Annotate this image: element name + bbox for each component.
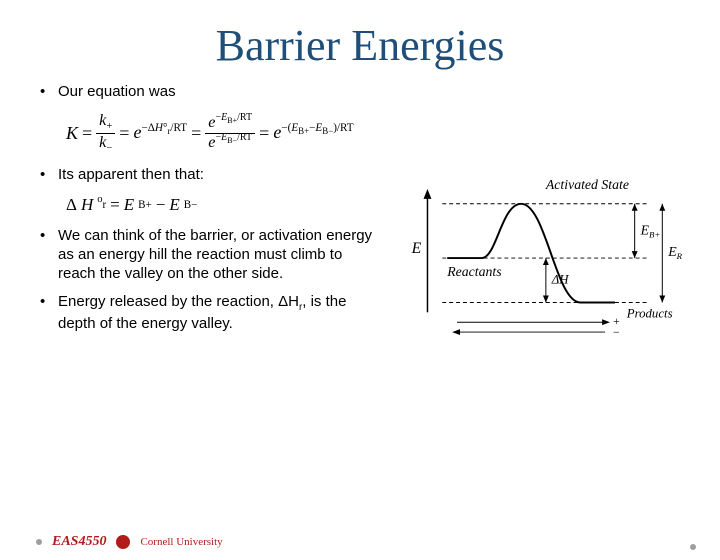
ebplus-label: EB+ bbox=[640, 223, 661, 240]
energy-curve bbox=[447, 204, 615, 303]
slide-title: Barrier Energies bbox=[0, 20, 720, 71]
footer-dot-right bbox=[690, 544, 696, 550]
equation-dH: Δ Hor = EB+ − EB− bbox=[66, 195, 376, 215]
cornell-seal-icon bbox=[116, 535, 130, 549]
minus-label: − bbox=[613, 325, 620, 339]
products-label: Products bbox=[626, 307, 673, 321]
equation-k: K = k+ k− = e−ΔH°r/RT = e−EB+/RT e−EB−/R… bbox=[66, 112, 684, 155]
dh-label: ΔH bbox=[551, 273, 570, 287]
activated-label: Activated State bbox=[545, 177, 629, 192]
er-label: ER bbox=[667, 244, 682, 261]
y-axis-arrowhead bbox=[424, 189, 432, 199]
bullet-3: We can think of the barrier, or activati… bbox=[36, 227, 376, 283]
reactants-label: Reactants bbox=[446, 264, 501, 279]
course-code: EAS4550 bbox=[52, 534, 106, 550]
footer: EAS4550 Cornell University bbox=[36, 534, 223, 550]
slide-content: Our equation was K = k+ k− = e−ΔH°r/RT =… bbox=[0, 83, 720, 368]
bullet-1: Our equation was bbox=[36, 83, 684, 102]
bullet-4: Energy released by the reaction, ΔHr, is… bbox=[36, 293, 376, 333]
energy-diagram: E Activated State EB+ ER Reactants Pr bbox=[388, 158, 684, 368]
y-axis-label: E bbox=[411, 241, 422, 258]
university-name: Cornell University bbox=[140, 536, 222, 548]
bullet-2: Its apparent then that: bbox=[36, 166, 376, 185]
